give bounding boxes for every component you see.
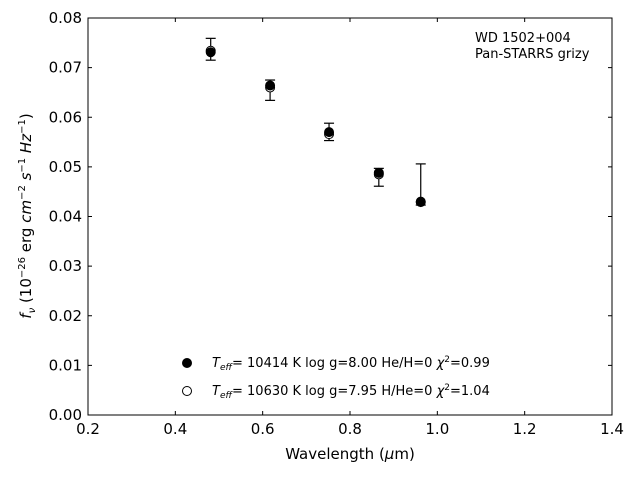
x-tick-label: 0.4	[163, 420, 187, 438]
y-tick-label: 0.05	[49, 158, 82, 176]
y-tick-label: 0.06	[49, 108, 82, 126]
x-tick-label: 0.2	[76, 420, 100, 438]
x-tick-label: 1.0	[425, 420, 449, 438]
ticks: 0.2 0.4 0.6 0.8 1.0 1.2 1.4 0.00 0.01 0.02 0.03 0.0…	[49, 9, 624, 438]
model-point-filled	[415, 196, 426, 207]
x-tick-label: 1.4	[600, 420, 624, 438]
legend-label-2: Teff= 10630 K log g=7.95 H/He=0 χ2=1.04	[212, 383, 490, 401]
y-tick-label: 0.00	[49, 406, 82, 424]
y-axis-title: fν (10−26 erg cm−2 s−1 Hz−1)	[17, 113, 38, 318]
error-bars	[205, 37, 426, 206]
annotation-line-1: WD 1502+004	[475, 31, 571, 46]
legend-label-1: Teff= 10414 K log g=8.00 He/H=0 χ2=0.99	[212, 355, 490, 373]
y-tick-label: 0.03	[49, 257, 82, 275]
markers	[205, 45, 426, 208]
annotation-line-2: Pan-STARRS grizy	[475, 47, 590, 62]
model-point-filled	[324, 127, 335, 138]
x-axis-title: Wavelength (μm)	[285, 445, 415, 463]
legend: Teff= 10414 K log g=8.00 He/H=0 χ2=0.99 …	[182, 355, 490, 401]
x-tick-label: 0.8	[338, 420, 362, 438]
x-tick-label: 1.2	[513, 420, 537, 438]
y-tick-label: 0.04	[49, 208, 82, 226]
model-point-filled	[373, 167, 384, 178]
legend-marker-filled	[182, 358, 192, 368]
x-tick-label: 0.6	[251, 420, 275, 438]
svg-text:fν (10−26 erg cm−2 s−1 Hz−1): fν (10−26 erg cm−2 s−1 Hz−1)	[17, 113, 38, 318]
y-tick-label: 0.07	[49, 59, 82, 77]
y-tick-label: 0.01	[49, 356, 82, 374]
legend-marker-open	[182, 386, 192, 396]
model-point-filled	[265, 80, 276, 91]
y-tick-label: 0.02	[49, 307, 82, 325]
y-tick-label: 0.08	[49, 9, 82, 27]
model-point-filled	[205, 47, 216, 58]
